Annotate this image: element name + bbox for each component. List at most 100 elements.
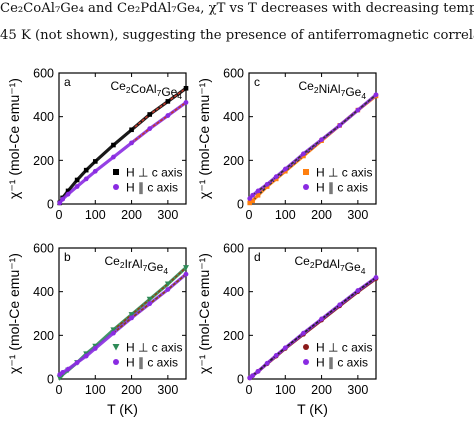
x-axis-label: T (K): [297, 401, 328, 417]
data-point: [183, 265, 189, 271]
data-point: [183, 100, 189, 105]
plot-frame: [248, 247, 377, 380]
data-point: [264, 181, 270, 187]
data-point: [83, 176, 89, 182]
legend-label: H ∥ c axis: [126, 181, 178, 195]
fit-line: [131, 101, 187, 144]
y-tick-label: 0: [237, 373, 244, 387]
y-axis-label: χ⁻¹ (mol-Ce emu⁻¹): [196, 78, 212, 199]
data-point: [273, 174, 279, 180]
legend-entry: H ⊥ c axis: [303, 166, 372, 180]
x-tick-label: 300: [347, 208, 368, 222]
x-tick-label: 300: [347, 383, 368, 397]
data-point: [255, 368, 261, 374]
legend-entry: H ⊥ c axis: [112, 341, 182, 355]
data-point: [355, 288, 361, 293]
data-point: [65, 191, 71, 197]
data-point: [129, 127, 134, 133]
panel-letter: a: [64, 75, 71, 89]
legend-marker: [113, 169, 119, 175]
legend-entry: H ∥ c axis: [113, 181, 178, 195]
data-point: [183, 85, 189, 91]
legend-marker: [112, 344, 120, 351]
x-tick-label: 0: [56, 383, 63, 397]
compound-label: Ce2NiAl7Ge4: [299, 79, 367, 101]
legend-entry: H ∥ c axis: [303, 356, 368, 370]
data-point: [60, 196, 66, 202]
panel-d: 0 100 200 300 0 200 400 600 χ⁻¹ (mol-Ce emu⁻¹) T …: [196, 242, 379, 417]
data-point: [319, 316, 324, 322]
legend-label: H ⊥ c axis: [126, 341, 182, 355]
y-tick-label: 0: [47, 198, 54, 212]
legend-marker: [303, 359, 309, 365]
x-tick-label: 100: [275, 208, 296, 222]
y-tick-label: 400: [223, 285, 244, 299]
series-1: [57, 271, 189, 378]
data-point: [111, 330, 116, 336]
data-point: [250, 373, 256, 379]
y-tick-label: 600: [33, 67, 54, 81]
y-tick-label: 400: [33, 285, 54, 299]
panel-c: 0 100 200 300 0 200 400 600 χ⁻¹ (mol-Ce emu⁻¹) c C…: [196, 67, 379, 222]
data-point: [250, 198, 255, 204]
legend-label: H ⊥ c axis: [316, 341, 372, 355]
data-point: [92, 159, 98, 164]
compound-label: Ce2PdAl7Ge4: [295, 254, 366, 276]
plot-frame: [58, 247, 187, 380]
data-point: [74, 177, 80, 183]
x-tick-label: 100: [85, 383, 106, 397]
plot-frame: [58, 72, 187, 205]
data-point: [65, 366, 71, 372]
panel-letter: c: [254, 75, 260, 89]
data-point: [373, 275, 379, 280]
data-point: [164, 281, 171, 288]
data-point: [282, 345, 288, 351]
data-point: [57, 200, 63, 206]
legend-label: H ∥ c axis: [126, 356, 178, 370]
data-point: [129, 315, 134, 321]
data-point: [74, 184, 80, 189]
series-1: [247, 92, 379, 201]
data-point: [83, 353, 89, 359]
data-point: [129, 140, 134, 146]
legend-entry: H ∥ c axis: [303, 181, 368, 195]
data-point: [74, 360, 80, 366]
data-point: [250, 192, 256, 198]
data-point: [264, 360, 270, 366]
data-point: [355, 107, 361, 113]
data-point: [56, 375, 63, 381]
data-point: [247, 200, 253, 206]
data-point: [147, 301, 153, 307]
legend-marker: [303, 344, 309, 350]
data-point: [165, 113, 171, 118]
caption-line-1: Ce₂CoAl₇Ge₄ and Ce₂PdAl₇Ge₄, χT vs T dec…: [0, 1, 474, 16]
legend-entry: H ⊥ c axis: [303, 341, 372, 355]
data-point: [247, 196, 253, 201]
panel-b: 0 100 200 300 0 200 400 600 χ⁻¹ (mol-Ce emu⁻¹) T …: [6, 242, 189, 417]
legend-marker: [113, 359, 119, 365]
data-point: [165, 99, 171, 104]
y-tick-label: 600: [33, 242, 54, 256]
y-tick-label: 200: [33, 329, 54, 343]
legend-marker: [113, 184, 119, 190]
data-point: [147, 126, 153, 132]
panel-letter: b: [64, 250, 71, 264]
y-tick-label: 200: [223, 329, 244, 343]
data-point: [337, 302, 343, 308]
data-point: [110, 327, 117, 333]
plot-frame: [248, 72, 377, 205]
y-tick-label: 400: [223, 110, 244, 124]
data-point: [255, 192, 261, 198]
data-point: [255, 188, 261, 194]
legend-label: H ⊥ c axis: [316, 166, 372, 180]
data-point: [83, 167, 89, 173]
caption-line-2: 45 K (not shown), suggesting the presenc…: [0, 28, 474, 43]
legend-label: H ∥ c axis: [316, 356, 368, 370]
data-point: [337, 123, 343, 128]
x-tick-label: 300: [157, 383, 178, 397]
legend-entry: H ∥ c axis: [113, 356, 178, 370]
data-point: [147, 112, 153, 117]
x-axis-label: T (K): [107, 401, 138, 417]
